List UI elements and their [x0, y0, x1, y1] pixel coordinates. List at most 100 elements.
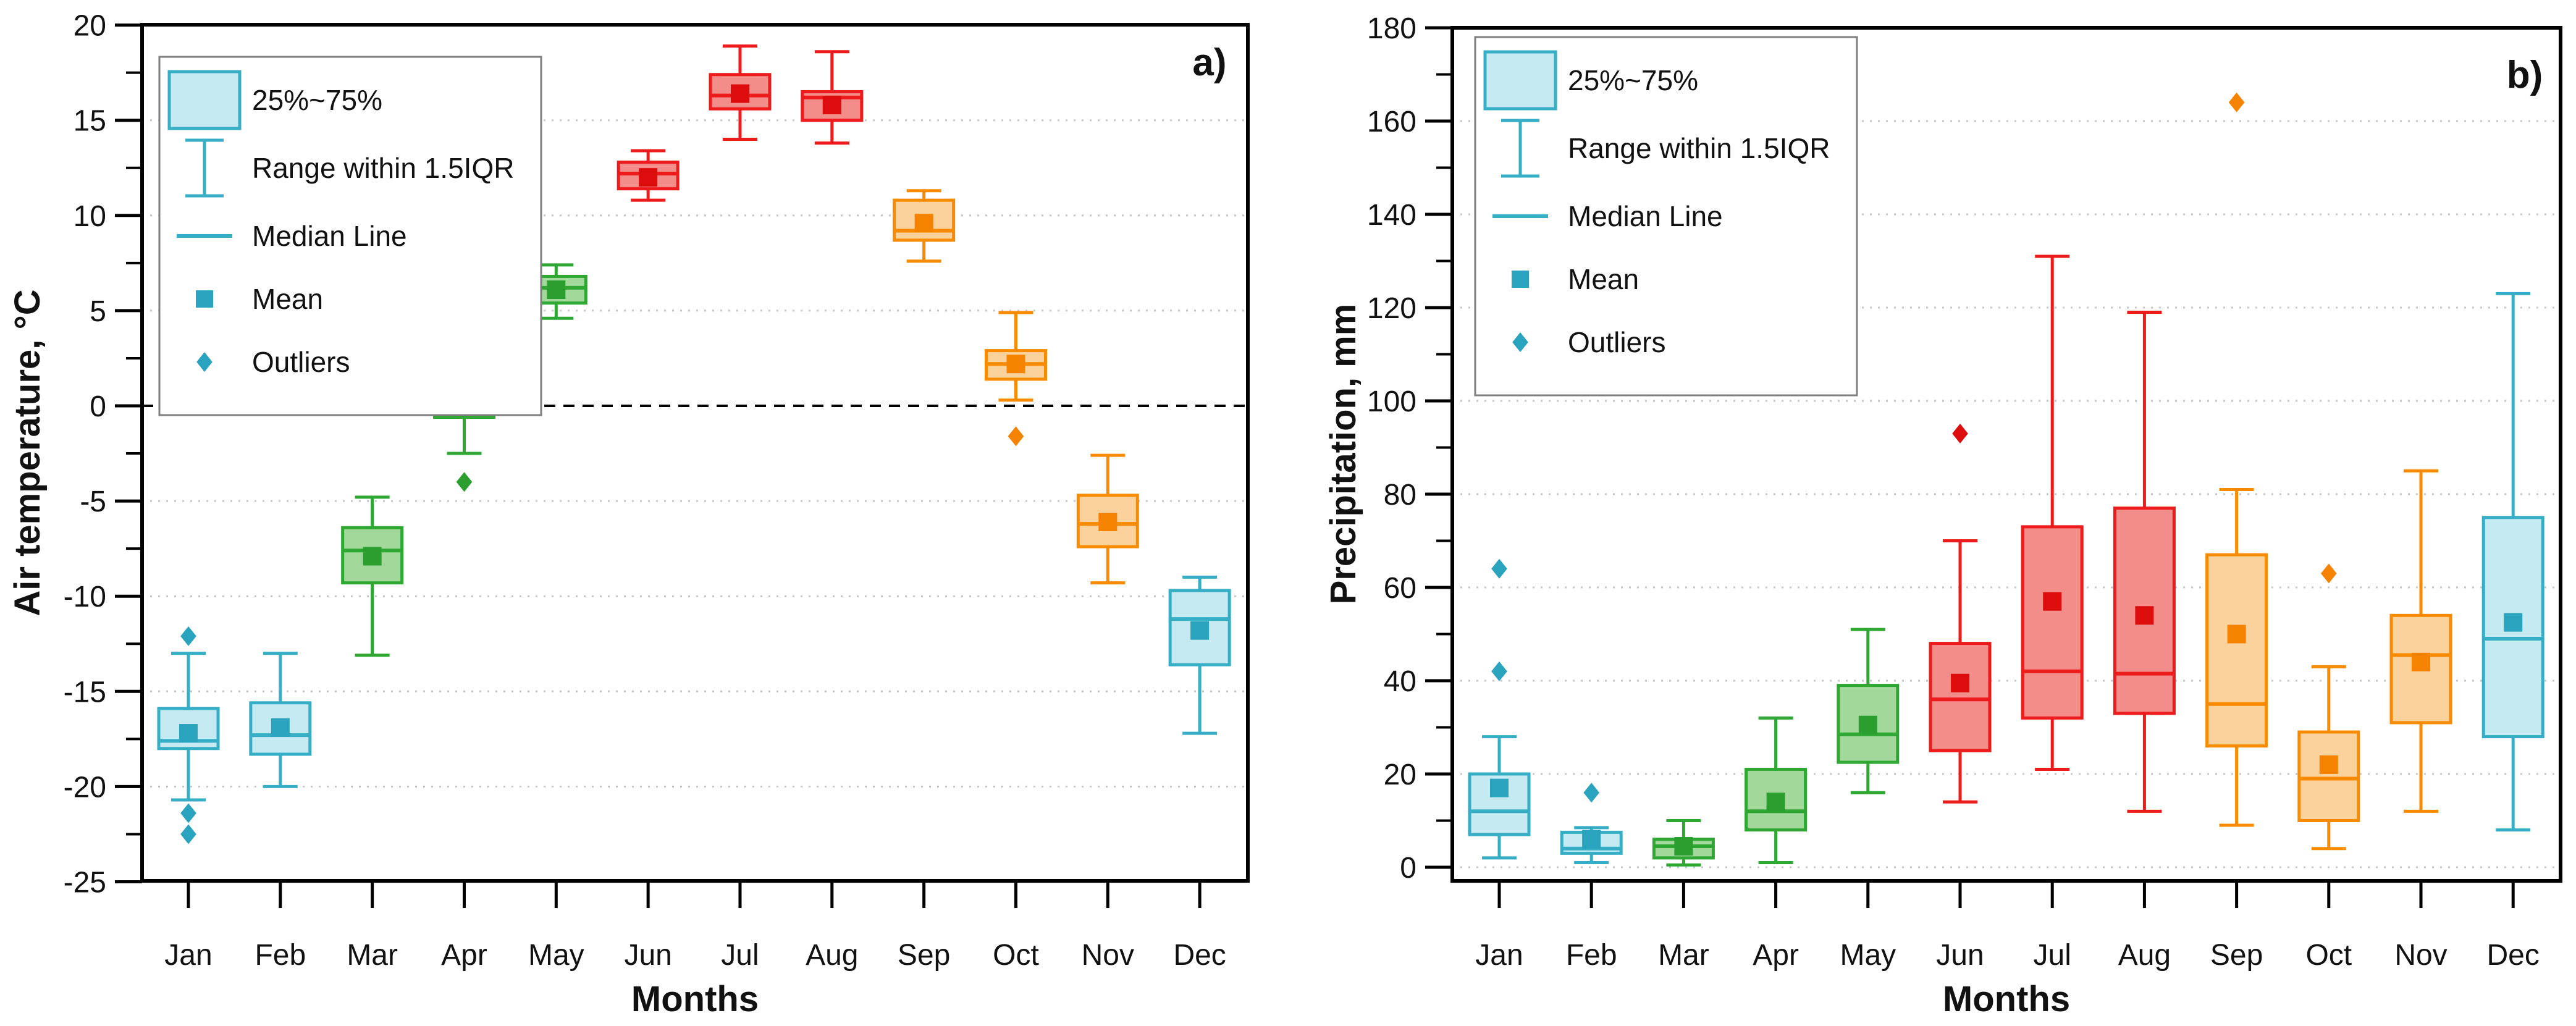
y-tick-label: 60 — [1384, 572, 1416, 605]
y-tick-label: 120 — [1367, 292, 1416, 325]
x-tick-label: Feb — [255, 939, 306, 972]
legend-item-label: 25%~75% — [252, 84, 382, 116]
box-a-jun — [617, 149, 680, 202]
box-a-jul — [709, 44, 772, 141]
box-a-jan — [157, 626, 220, 844]
outlier-marker — [1491, 661, 1507, 681]
x-tick-label: Jul — [2034, 939, 2071, 972]
y-tick-label: -10 — [64, 581, 106, 613]
mean-marker — [2043, 592, 2062, 611]
x-tick-label: Aug — [2118, 939, 2171, 972]
x-axis-title: Months — [1943, 979, 2070, 1019]
mean-marker — [1490, 778, 1509, 797]
outlier-marker — [2228, 92, 2245, 112]
mean-marker — [2227, 624, 2246, 644]
outlier-marker — [180, 803, 196, 823]
mean-marker — [2412, 652, 2430, 671]
mean-marker — [1190, 621, 1210, 640]
box-a-aug — [801, 50, 864, 145]
iqr-box — [2389, 613, 2452, 725]
panel-letter: b) — [2507, 54, 2543, 96]
y-tick-label: 100 — [1367, 385, 1416, 418]
x-tick-label: Oct — [993, 939, 1039, 972]
mean-marker — [179, 724, 198, 743]
axes-frame — [1450, 26, 2562, 883]
y-tick-label: -25 — [64, 867, 106, 899]
mean-marker — [2319, 755, 2338, 774]
x-tick-label: Dec — [2487, 939, 2540, 972]
x-tick-label: Mar — [347, 939, 398, 972]
box-a-nov — [1076, 453, 1139, 585]
x-tick-label: Jun — [1936, 939, 1984, 972]
x-axis-title: Months — [631, 979, 759, 1019]
box-b-mar — [1652, 819, 1715, 867]
legend: 25%~75% Range within 1.5IQR Median Line Mea… — [158, 56, 542, 416]
legend-item-label: Mean — [252, 283, 323, 315]
iqr-box — [2113, 507, 2176, 715]
box-b-jan — [1468, 558, 1531, 860]
x-tick-label: Apr — [1753, 939, 1799, 972]
mean-marker — [2135, 606, 2154, 625]
x-tick-label: Jun — [624, 939, 671, 972]
box-a-oct — [984, 311, 1047, 447]
box-b-aug — [2113, 311, 2176, 813]
y-tick-label: 10 — [74, 200, 106, 233]
legend-item-label: Range within 1.5IQR — [1568, 132, 1830, 164]
mean-marker — [363, 547, 382, 566]
iqr-box — [1929, 642, 1992, 752]
outlier-marker — [456, 472, 473, 492]
mean-marker — [1766, 793, 1785, 812]
box-b-oct — [2297, 563, 2360, 851]
legend-item-label: Median Line — [1568, 200, 1723, 232]
box-b-may — [1837, 628, 1900, 794]
outlier-marker — [180, 626, 196, 646]
x-tick-label: Nov — [2394, 939, 2447, 972]
y-tick-label: 15 — [74, 105, 106, 138]
outlier-marker — [1491, 558, 1507, 579]
x-tick-label: Sep — [898, 939, 950, 972]
legend-box-symbol — [1483, 50, 1557, 111]
mean-marker — [730, 84, 749, 103]
box-b-apr — [1745, 716, 1808, 864]
mean-marker — [639, 168, 658, 187]
mean-marker — [1674, 837, 1693, 856]
iqr-box — [2297, 730, 2360, 823]
x-tick-label: Feb — [1566, 939, 1617, 972]
legend-mean-symbol — [1512, 271, 1529, 288]
legend: 25%~75% Range within 1.5IQR Median Line Mea… — [1474, 36, 1858, 397]
x-tick-label: Nov — [1082, 939, 1134, 972]
mean-marker — [1582, 830, 1601, 849]
y-tick-label: 20 — [1384, 759, 1416, 791]
x-tick-label: Sep — [2210, 939, 2263, 972]
x-tick-label: Mar — [1658, 939, 1709, 972]
outlier-marker — [1583, 783, 1599, 803]
y-tick-label: 5 — [90, 295, 106, 328]
x-tick-label: May — [1840, 939, 1896, 972]
y-tick-label: 20 — [74, 10, 106, 43]
iqr-box — [2021, 525, 2084, 720]
x-tick-label: Jul — [721, 939, 759, 972]
box-a-sep — [893, 189, 956, 263]
box-b-jul — [2021, 254, 2084, 771]
outlier-marker — [1008, 426, 1024, 447]
y-tick-label: 160 — [1367, 106, 1416, 138]
y-axis-title: Air temperature, °C — [7, 289, 48, 616]
box-b-feb — [1560, 783, 1623, 864]
mean-marker — [1006, 355, 1025, 374]
x-tick-label: Dec — [1173, 939, 1226, 972]
y-tick-label: -15 — [64, 676, 106, 709]
x-tick-label: Jan — [164, 939, 212, 972]
box-a-dec — [1168, 575, 1231, 735]
y-axis-title: Precipitation, mm — [1323, 304, 1363, 605]
legend-outlier-symbol — [196, 352, 213, 372]
box-b-jun — [1929, 423, 1992, 804]
y-tick-label: -5 — [80, 486, 106, 518]
box-a-mar — [341, 495, 404, 657]
mean-marker — [1098, 513, 1118, 532]
box-b-sep — [2205, 92, 2268, 827]
legend-box-symbol — [167, 70, 242, 130]
legend-item-label: Median Line — [252, 220, 407, 252]
legend-item-label: Mean — [1568, 263, 1639, 295]
x-tick-label: Jan — [1475, 939, 1523, 972]
